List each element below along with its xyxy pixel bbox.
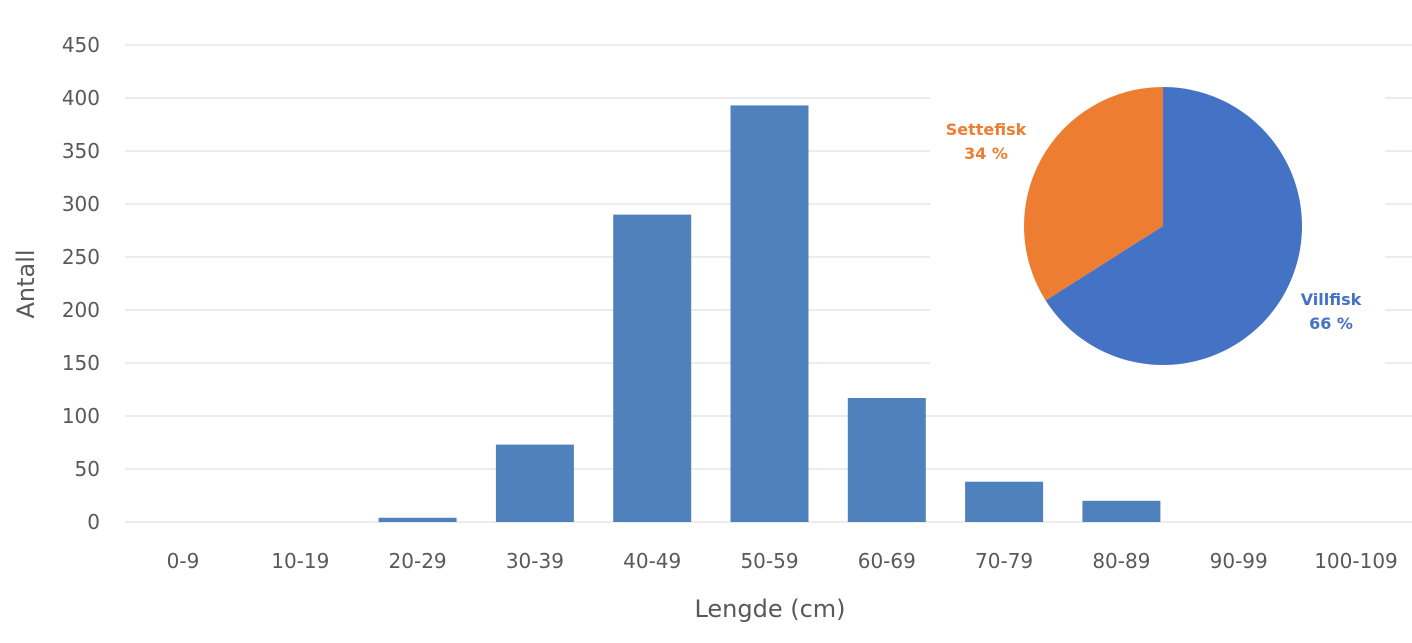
x-tick-label: 70-79 [975,549,1033,573]
bar-20-29 [378,517,457,522]
bar-80-89 [1082,500,1161,522]
x-tick-label: 50-59 [740,549,798,573]
pie-slice-villfisk [1045,87,1303,366]
bar-30-39 [495,444,574,522]
pie-label-name: Villfisk [1301,290,1362,309]
pie-label-name: Settefisk [946,120,1027,139]
bar-40-49 [613,214,692,522]
y-tick-label: 350 [62,139,100,163]
x-tick-label: 40-49 [623,549,681,573]
y-tick-label: 100 [62,404,100,428]
x-tick-label: 30-39 [506,549,564,573]
bar-series [378,105,1161,523]
pie-chart: Villfisk 66 % Settefisk 34 % [930,60,1385,390]
x-axis-ticks: 0-9 10-19 20-29 30-39 40-49 50-59 60-69 70-79 80… [167,549,1398,573]
y-tick-label: 0 [87,510,100,534]
bar-70-79 [965,481,1044,522]
x-tick-label: 90-99 [1210,549,1268,573]
y-axis-title: Antall [12,249,40,318]
x-tick-label: 60-69 [858,549,916,573]
y-tick-label: 150 [62,351,100,375]
bar-60-69 [847,397,926,522]
pie-slice-settefisk [1024,87,1163,301]
y-tick-label: 450 [62,33,100,57]
y-tick-label: 300 [62,192,100,216]
y-tick-label: 400 [62,86,100,110]
x-tick-label: 0-9 [167,549,200,573]
pie-label-value: 66 % [1309,314,1353,333]
y-tick-label: 250 [62,245,100,269]
x-tick-label: 80-89 [1092,549,1150,573]
x-axis-title: Lengde (cm) [694,595,845,623]
bar-50-59 [730,105,809,523]
y-axis-ticks: 0 50 100 150 200 250 300 350 400 450 [62,33,100,534]
x-tick-label: 100-109 [1314,549,1398,573]
x-tick-label: 10-19 [271,549,329,573]
x-tick-label: 20-29 [389,549,447,573]
y-tick-label: 50 [75,457,100,481]
pie-label-value: 34 % [964,144,1008,163]
y-tick-label: 200 [62,298,100,322]
